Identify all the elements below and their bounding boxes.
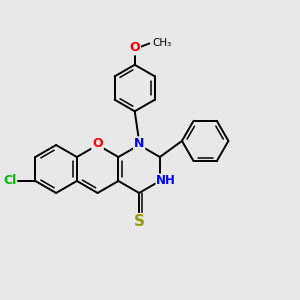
Text: O: O: [129, 41, 140, 54]
Text: S: S: [134, 214, 145, 229]
Text: O: O: [92, 137, 103, 150]
Text: CH₃: CH₃: [152, 38, 172, 49]
Text: N: N: [134, 137, 144, 150]
Text: NH: NH: [156, 175, 176, 188]
Text: Cl: Cl: [3, 175, 16, 188]
